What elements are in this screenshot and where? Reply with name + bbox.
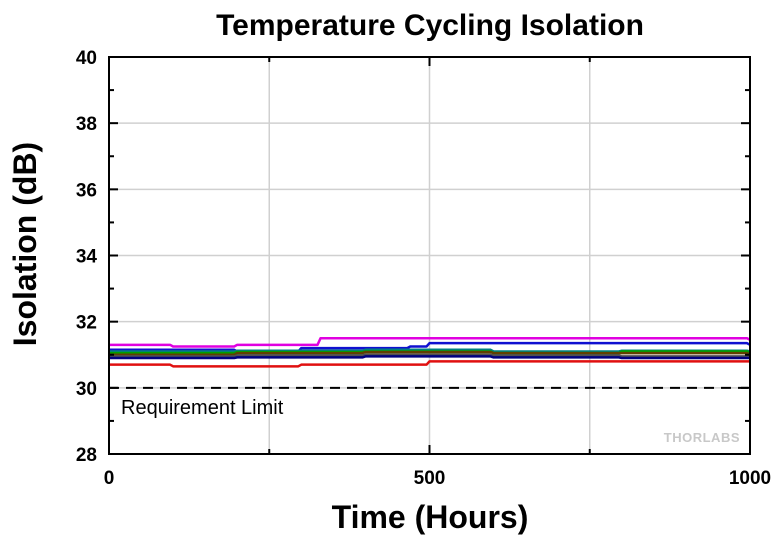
y-tick-label: 28 <box>76 445 97 466</box>
series-line-6 <box>109 353 750 358</box>
tick-labels: 0 500 1000 28 30 32 34 36 38 40 <box>76 48 771 489</box>
series-line-7 <box>109 355 750 360</box>
y-axis-title: Isolation (dB) <box>7 142 43 346</box>
x-tick-label: 1000 <box>729 468 771 489</box>
axis-ticks <box>108 56 751 455</box>
y-tick-label: 38 <box>76 114 97 135</box>
thorlabs-logo: THORLABS <box>664 430 740 445</box>
series-line-5 <box>109 350 751 356</box>
y-tick-label: 30 <box>76 379 97 400</box>
y-tick-label: 36 <box>76 180 97 201</box>
series-line-8 <box>109 360 750 368</box>
chart-title: Temperature Cycling Isolation <box>216 9 644 42</box>
y-tick-label: 32 <box>76 313 97 334</box>
requirement-limit-label: Requirement Limit <box>121 397 284 419</box>
series-layer <box>109 336 751 368</box>
x-axis-title: Time (Hours) <box>332 499 529 535</box>
y-tick-label: 40 <box>76 48 97 69</box>
grid-lines <box>109 57 750 454</box>
x-tick-label: 500 <box>414 468 446 489</box>
x-tick-label: 0 <box>104 468 115 489</box>
y-tick-label: 34 <box>76 247 98 268</box>
series-line-1 <box>109 336 751 348</box>
